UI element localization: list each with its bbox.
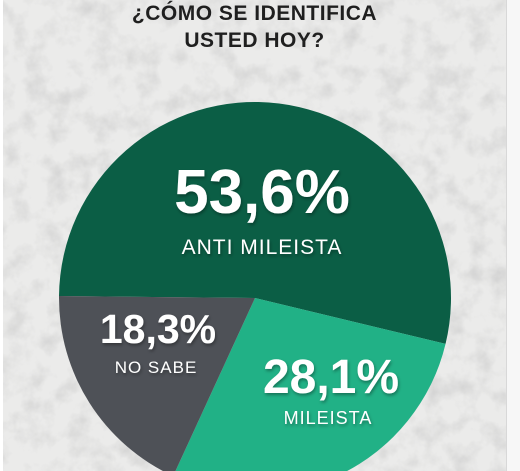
slice-value-mileista: 28,1% [263,351,399,404]
slice-label-anti-mileista: ANTI MILEISTA [182,236,343,259]
slice-value-no-sabe: 18,3% [100,306,216,352]
window-scrollbar[interactable] [506,0,520,471]
chart-title-line-2: USTED HOY? [184,29,325,52]
chart-title: ¿CÓMO SE IDENTIFICA USTED HOY? [3,0,506,54]
pie-slice-no-sabe [59,296,255,471]
chart-title-line-1: ¿CÓMO SE IDENTIFICA [131,2,378,25]
pie-chart: 53,6% ANTI MILEISTA 18,3% NO SABE 28,1% … [59,102,451,471]
pie-slice-mileista [175,298,446,471]
pie-slice-anti-mileista [59,102,451,344]
slice-value-anti-mileista: 53,6% [174,158,350,227]
infographic-card: ¿CÓMO SE IDENTIFICA USTED HOY? 53,6% ANT… [3,0,506,471]
slice-label-no-sabe: NO SABE [115,358,198,377]
slice-label-mileista: MILEISTA [284,408,373,428]
